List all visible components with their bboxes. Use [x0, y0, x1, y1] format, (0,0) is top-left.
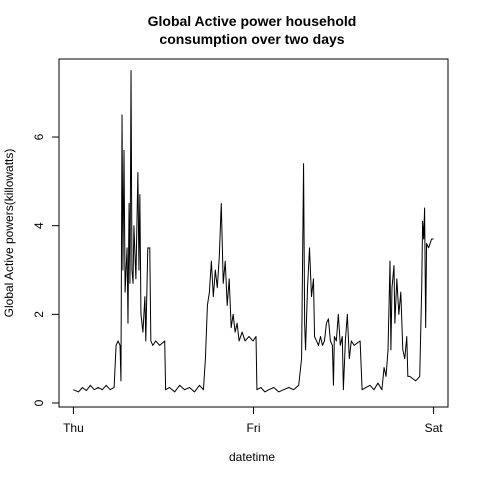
line: [73, 70, 434, 393]
y-axis-label: Global Active powers(killowatts): [2, 149, 16, 318]
x-tick-label: Sat: [425, 421, 444, 435]
y-tick-label: 4: [32, 222, 46, 229]
x-tick-label: Thu: [63, 421, 84, 435]
y-tick-label: 0: [32, 399, 46, 406]
y-tick-label: 2: [32, 311, 46, 318]
y-tick-label: 6: [32, 133, 46, 140]
chart-title: Global Active power household consumption…: [148, 13, 357, 47]
x-tick-label: Fri: [247, 421, 261, 435]
x-axis-label: datetime: [229, 450, 275, 464]
